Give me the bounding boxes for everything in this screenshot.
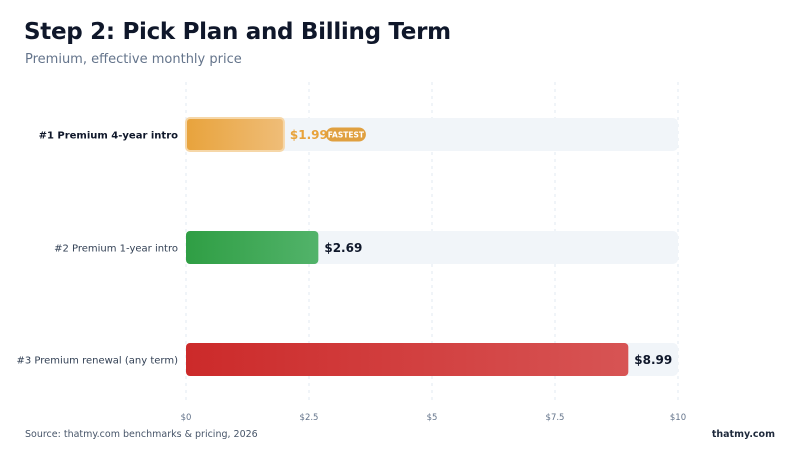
value-label: $8.99 [634,353,672,367]
x-tick-label: $0 [181,413,192,423]
value-label: $1.99 [290,128,328,142]
category-label: #2 Premium 1-year intro [54,244,178,255]
x-tick-label: $7.5 [546,413,565,423]
bar [185,117,285,152]
x-tick-label: $2.5 [300,413,319,423]
category-label: #1 Premium 4-year intro [39,131,179,142]
category-label: #3 Premium renewal (any term) [16,356,178,367]
bar [186,343,629,376]
chart-title: Step 2: Pick Plan and Billing Term [24,19,451,45]
bar [186,231,319,264]
value-label: $2.69 [324,241,362,255]
bar-track [186,118,678,151]
brand-label: thatmy.com [711,429,775,440]
chart-subtitle: Premium, effective monthly price [25,52,242,67]
source-note: Source: thatmy.com benchmarks & pricing,… [25,429,258,440]
fastest-badge: FASTEST [325,127,366,142]
x-tick-label: $5 [427,413,438,423]
badge-label: FASTEST [328,131,365,140]
x-tick-label: $10 [670,413,686,423]
